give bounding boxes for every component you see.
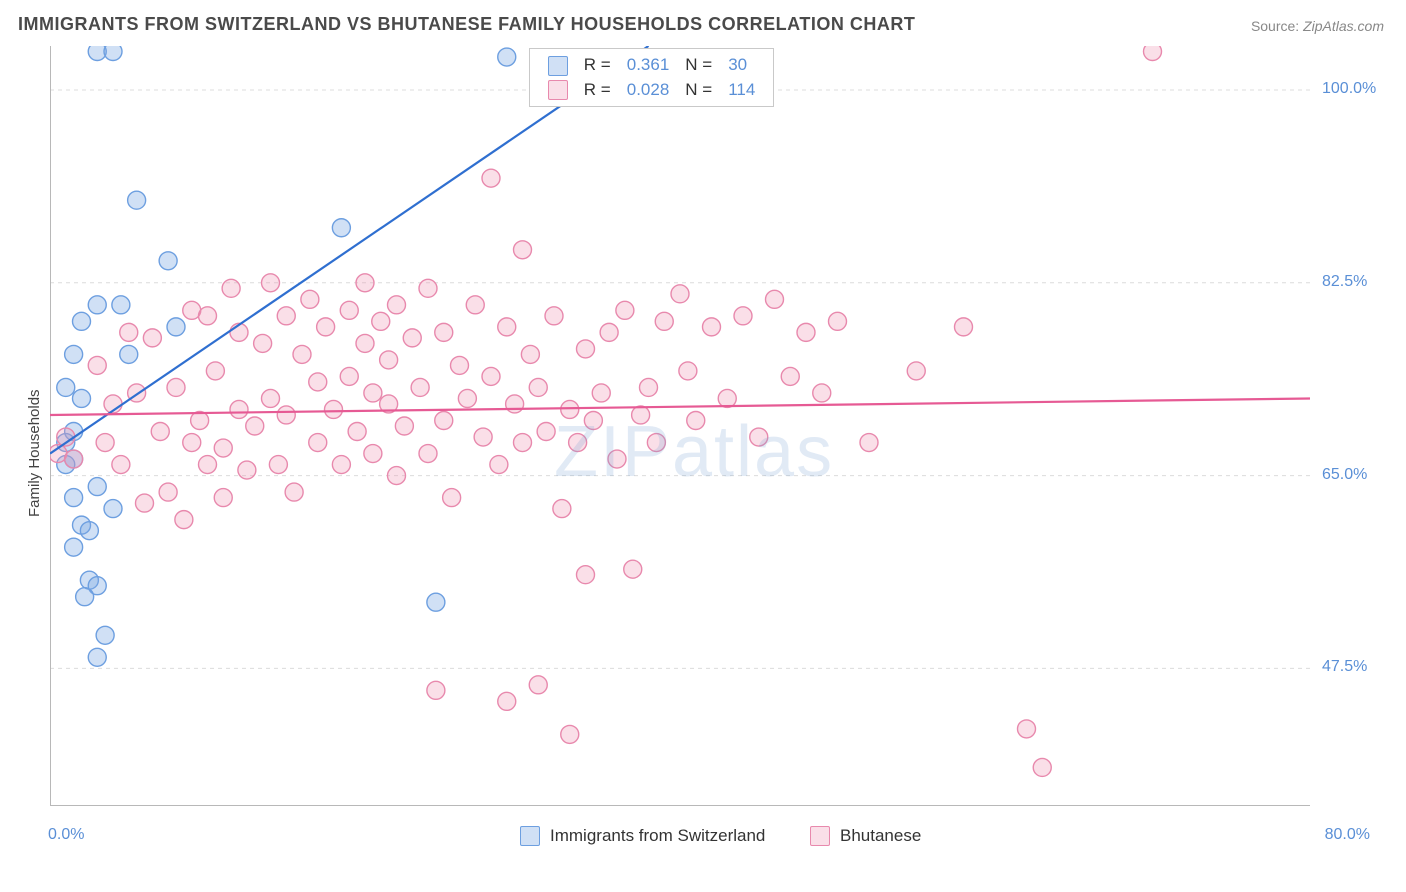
x-min-label: 0.0% bbox=[48, 826, 84, 844]
x-axis-legend-bhutanese: Bhutanese bbox=[810, 826, 921, 846]
x-legend-label-bhutanese: Bhutanese bbox=[840, 826, 921, 846]
correlation-legend: R = 0.361 N = 30 R = 0.028 N = 114 bbox=[529, 48, 775, 107]
y-tick-label: 47.5% bbox=[1322, 658, 1367, 676]
x-max-label: 80.0% bbox=[1325, 826, 1370, 844]
legend-swatch-bhutanese bbox=[548, 80, 568, 100]
legend-swatch-bhutanese-bottom bbox=[810, 826, 830, 846]
chart-container: IMMIGRANTS FROM SWITZERLAND VS BHUTANESE… bbox=[0, 0, 1406, 892]
x-axis-legend-swiss: Immigrants from Switzerland bbox=[520, 826, 765, 846]
legend-r-label-bhutanese: R = bbox=[576, 78, 619, 103]
legend-n-label-swiss: N = bbox=[677, 53, 720, 78]
x-legend-label-swiss: Immigrants from Switzerland bbox=[550, 826, 765, 846]
legend-row-bhutanese: R = 0.028 N = 114 bbox=[540, 78, 764, 103]
legend-n-value-bhutanese: 114 bbox=[720, 78, 763, 103]
scatter-plot bbox=[50, 46, 1310, 806]
source-prefix: Source: bbox=[1251, 18, 1303, 34]
legend-r-value-swiss: 0.361 bbox=[619, 53, 678, 78]
source-name: ZipAtlas.com bbox=[1303, 18, 1384, 34]
legend-row-swiss: R = 0.361 N = 30 bbox=[540, 53, 764, 78]
y-tick-label: 82.5% bbox=[1322, 273, 1367, 291]
legend-n-label-bhutanese: N = bbox=[677, 78, 720, 103]
y-tick-label: 65.0% bbox=[1322, 466, 1367, 484]
legend-r-label-swiss: R = bbox=[576, 53, 619, 78]
y-axis-title: Family Households bbox=[26, 390, 43, 518]
source-attribution: Source: ZipAtlas.com bbox=[1251, 18, 1384, 34]
chart-title: IMMIGRANTS FROM SWITZERLAND VS BHUTANESE… bbox=[18, 14, 915, 35]
legend-swatch-swiss bbox=[548, 56, 568, 76]
legend-swatch-swiss-bottom bbox=[520, 826, 540, 846]
legend-r-value-bhutanese: 0.028 bbox=[619, 78, 678, 103]
y-tick-label: 100.0% bbox=[1322, 80, 1376, 98]
legend-n-value-swiss: 30 bbox=[720, 53, 763, 78]
